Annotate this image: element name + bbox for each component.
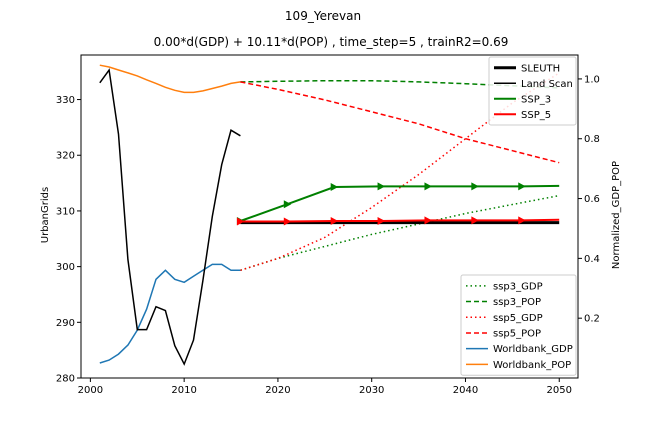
- y-tick-label: 320: [56, 151, 75, 162]
- data-point-ssp-5: [377, 216, 386, 225]
- x-tick-label: 2040: [453, 385, 478, 396]
- y-tick-label: 310: [56, 206, 75, 217]
- legend-label-ssp5-gdp: ssp5_GDP: [493, 313, 543, 324]
- x-tick-label: 2030: [359, 385, 384, 396]
- y2-tick-label: 1.0: [584, 74, 600, 85]
- y2-tick-label: 0.4: [584, 254, 600, 265]
- legend-label-sleuth: SLEUTH: [521, 63, 560, 74]
- y2-tick-label: 0.2: [584, 314, 600, 325]
- y-tick-label: 290: [56, 318, 75, 329]
- data-point-ssp-3: [518, 182, 526, 191]
- data-point-ssp-5: [330, 216, 339, 225]
- chart-title: 109_Yerevan: [285, 9, 361, 23]
- axes-layer: 2000 2010 2020 2030 2040 2050 280 290 300 310 320 3…: [56, 54, 600, 396]
- x-tick-label: 2020: [265, 385, 290, 396]
- series-line-ssp3-gdp: [240, 194, 560, 272]
- x-tick-label: 2050: [547, 385, 572, 396]
- data-point-ssp-3: [471, 182, 479, 191]
- y2-tick-label: 0.6: [584, 194, 600, 205]
- data-point-ssp-5: [518, 216, 526, 225]
- series-line-ssp5-pop: [240, 81, 560, 164]
- y-axis-label: UrbanGrids: [40, 187, 51, 243]
- legend-label-worldbank-gdp: Worldbank_GDP: [493, 344, 573, 355]
- data-point-ssp-5: [424, 216, 432, 225]
- y2-axis-label: Normalized_GDP_POP: [611, 161, 622, 269]
- data-point-ssp-3: [377, 182, 386, 191]
- chart-subtitle: 0.00*d(GDP) + 10.11*d(POP) , time_step=5…: [154, 35, 509, 49]
- series-line-ssp-5: [240, 218, 560, 223]
- legend-label-land-scan: Land Scan: [521, 79, 573, 90]
- legend-label-worldbank-pop: Worldbank_POP: [493, 360, 571, 371]
- series-layer: [99, 64, 560, 366]
- legend-label-ssp5-pop: ssp5_POP: [493, 328, 541, 339]
- x-tick-label: 2000: [78, 385, 103, 396]
- y-tick-label: 300: [56, 262, 75, 273]
- legend-bottom-right: [460, 274, 577, 376]
- data-point-ssp-3: [424, 182, 432, 191]
- data-point-ssp-5: [236, 217, 245, 226]
- y-tick-label: 330: [56, 95, 75, 106]
- series-line-worldbank-gdp: [99, 263, 241, 364]
- legend-top-right: [488, 56, 577, 126]
- data-point-ssp-3: [330, 182, 339, 191]
- legend-label-ssp-3: SSP_3: [521, 94, 551, 105]
- plot-frame: [80, 54, 579, 379]
- y-tick-label: 280: [56, 374, 75, 385]
- y2-tick-label: 0.8: [584, 134, 600, 145]
- x-tick-label: 2010: [171, 385, 196, 396]
- series-line-worldbank-pop: [99, 64, 241, 94]
- series-line-land-scan: [99, 68, 241, 366]
- data-point-ssp-5: [471, 216, 479, 225]
- legend-label-ssp-5: SSP_5: [521, 110, 551, 121]
- legend-label-ssp3-gdp: ssp3_GDP: [493, 281, 543, 292]
- data-point-ssp-5: [283, 217, 292, 226]
- legend-label-ssp3-pop: ssp3_POP: [493, 297, 541, 308]
- data-point-ssp-3: [283, 200, 292, 209]
- series-line-ssp-3: [240, 184, 560, 222]
- legend-layer: SLEUTH Land Scan SSP_3 SSP_5 ssp3_GDP ssp3_PO…: [460, 56, 577, 376]
